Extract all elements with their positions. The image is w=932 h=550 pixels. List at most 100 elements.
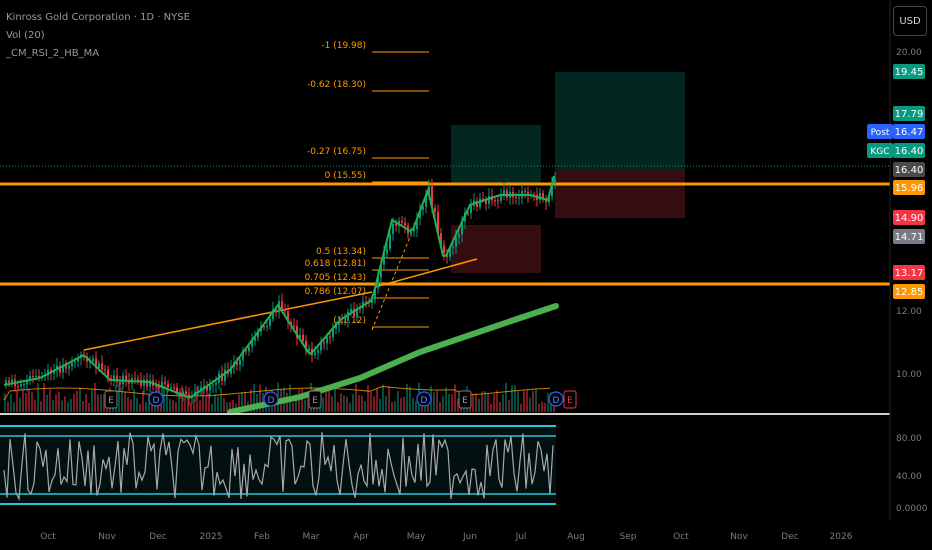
volume-bar — [481, 391, 483, 412]
event-label: E — [312, 396, 318, 406]
volume-bar — [25, 393, 27, 412]
candle-body — [503, 190, 505, 196]
candle-body — [401, 220, 403, 223]
candle-body — [395, 223, 397, 226]
volume-bar — [259, 384, 261, 412]
candle-body — [68, 366, 70, 369]
volume-bar — [217, 396, 219, 412]
volume-bar — [535, 389, 537, 412]
candle-body — [500, 195, 502, 201]
candle-body — [308, 348, 310, 351]
event-label: D — [421, 396, 428, 406]
time-tick: Aug — [567, 532, 585, 542]
volume-bar — [76, 390, 78, 412]
fib-label: 0.618 (12.81) — [305, 259, 366, 269]
candle-body — [467, 212, 469, 214]
volume-bar — [256, 393, 258, 412]
candle-body — [8, 380, 10, 383]
volume-bar — [382, 384, 384, 412]
volume-bar — [352, 393, 354, 412]
candle-body — [383, 253, 385, 265]
volume-bar — [232, 399, 234, 412]
candle-body — [317, 350, 319, 353]
candle-body — [434, 207, 436, 212]
volume-bar — [334, 384, 336, 412]
volume-bar — [541, 401, 543, 412]
price-tick: 12.00 — [896, 307, 922, 317]
volume-bar — [331, 396, 333, 412]
dividend-marker — [416, 391, 432, 407]
fib-label: 0 (15.55) — [325, 171, 366, 181]
candle-body — [242, 350, 244, 360]
volume-legend[interactable]: Vol (20) — [6, 30, 45, 41]
time-tick: Mar — [303, 532, 320, 542]
candle-body — [53, 370, 55, 374]
candle-body — [185, 391, 187, 395]
volume-bar — [439, 402, 441, 412]
volume-bar — [211, 403, 213, 412]
candle-body — [353, 308, 355, 317]
candle-body — [197, 390, 199, 392]
volume-bar — [295, 393, 297, 412]
currency-button[interactable]: USD — [893, 6, 927, 36]
volume-bar — [346, 396, 348, 412]
volume-bar — [70, 398, 72, 412]
volume-bar — [133, 388, 135, 412]
volume-bar — [340, 393, 342, 412]
time-tick: Oct — [40, 532, 56, 542]
fib-label: (11.12) — [333, 316, 366, 326]
candle-body — [146, 379, 148, 387]
volume-bar — [379, 398, 381, 412]
candle-body — [17, 386, 19, 388]
volume-bar — [322, 397, 324, 412]
candle-body — [266, 325, 268, 327]
trendline-2 — [374, 258, 478, 288]
candle-body — [542, 193, 544, 200]
candle-body — [110, 378, 112, 380]
volume-bar — [10, 394, 12, 412]
candle-body — [356, 308, 358, 317]
volume-bar — [43, 382, 45, 412]
volume-bar — [199, 400, 201, 412]
volume-bar — [61, 400, 63, 412]
volume-bar — [139, 403, 141, 412]
rsi-legend[interactable]: _CM_RSI_2_HB_MA — [6, 48, 100, 59]
earnings-marker — [104, 390, 118, 409]
volume-ma — [3, 385, 551, 401]
price-label: 14.71 — [895, 232, 924, 243]
candle-body — [485, 199, 487, 204]
candle-body — [296, 326, 298, 338]
volume-bar — [52, 400, 54, 412]
candle-body — [35, 375, 37, 377]
volume-bar — [343, 395, 345, 412]
volume-bar — [451, 394, 453, 412]
volume-bar — [91, 389, 93, 412]
candle-body — [281, 301, 283, 309]
price-tick: 20.00 — [896, 48, 922, 58]
candle-body — [410, 231, 412, 234]
volume-bar — [85, 394, 87, 412]
time-tick: May — [407, 532, 426, 542]
price-label: 13.17 — [895, 268, 924, 279]
trendline-1 — [83, 291, 373, 351]
volume-bar — [370, 392, 372, 412]
volume-bar — [433, 392, 435, 412]
moving-average-slow — [227, 303, 559, 415]
price-label: 17.79 — [895, 109, 924, 120]
volume-bar — [457, 398, 459, 412]
volume-bar — [406, 383, 408, 412]
candle-body — [371, 299, 373, 303]
candle-body — [479, 198, 481, 208]
volume-bar — [184, 393, 186, 412]
candle-body — [377, 277, 379, 289]
candle-body — [374, 288, 376, 300]
volume-bar — [475, 393, 477, 412]
price-label-bg — [893, 143, 925, 158]
volume-bar — [472, 393, 474, 412]
volume-bar — [517, 391, 519, 412]
volume-bar — [355, 384, 357, 412]
candle-body — [221, 373, 223, 382]
volume-bar — [250, 389, 252, 412]
candle-body — [365, 301, 367, 303]
